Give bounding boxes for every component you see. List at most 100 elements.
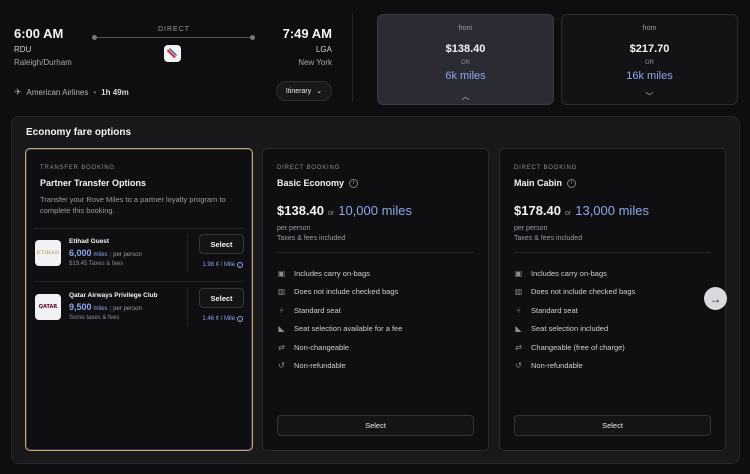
feature-text: Changeable (free of charge) xyxy=(531,342,625,352)
program-etihad: ETIHAD Etihad Guest 6,000 miles | per pe… xyxy=(34,234,246,278)
price-miles: 16k miles xyxy=(626,70,673,82)
departure-time: 6:00 AM xyxy=(14,26,64,41)
program-miles-unit: miles xyxy=(93,306,108,312)
refund-icon: ↺ xyxy=(278,361,285,371)
price-amount: $217.70 xyxy=(629,43,670,55)
program-separator: | xyxy=(109,252,112,258)
program-rate: 1.98 ¢ / Mile i xyxy=(202,262,243,268)
airplane-icon: ✈ xyxy=(14,87,22,97)
price-miles: 6k miles xyxy=(445,70,486,82)
fare-per-person: per person xyxy=(514,225,548,232)
feature-item: ▣ Includes carry on-bags xyxy=(514,264,635,283)
fare-cash-price: $178.40 xyxy=(514,203,561,218)
swap-icon: ⇄ xyxy=(278,342,285,352)
qatar-logo-icon: QATAR xyxy=(35,294,61,320)
feature-text: Non-changeable xyxy=(294,342,350,352)
fare-name-text: Main Cabin xyxy=(514,178,563,188)
program-name: Etihad Guest xyxy=(69,238,110,245)
program-rate-text: 1.98 ¢ / Mile xyxy=(202,262,235,268)
feature-item: ⇄ Non-changeable xyxy=(277,338,402,357)
feature-text: Seat selection available for a fee xyxy=(294,324,403,334)
feature-text: Does not include checked bags xyxy=(294,287,399,297)
etihad-logo-text: ETIHAD xyxy=(36,250,60,256)
swap-icon: ⇄ xyxy=(515,342,522,352)
info-icon[interactable]: i xyxy=(237,316,243,322)
program-rate: 1.46 ¢ / Mile i xyxy=(202,316,243,322)
program-taxes: $19.45 Taxes & fees xyxy=(69,261,124,267)
fare-taxes: Taxes & fees included xyxy=(514,235,583,242)
fare-options-panel: Economy fare options TRANSFER BOOKING Pa… xyxy=(11,116,740,464)
seat-select-icon: ◣ xyxy=(278,324,285,334)
price-from-label: from xyxy=(458,25,473,32)
program-miles-unit: miles xyxy=(93,252,108,258)
airline-info: ✈ American Airlines • 1h 49m xyxy=(14,87,129,98)
info-icon[interactable]: i xyxy=(567,178,577,188)
departure-code: RDU xyxy=(14,45,32,54)
program-miles-value: 9,500 xyxy=(69,302,92,312)
info-icon[interactable]: i xyxy=(237,262,243,268)
select-main-cabin-button[interactable]: Select xyxy=(514,415,711,436)
program-vdivider xyxy=(187,234,188,272)
feature-text: Seat selection included xyxy=(531,324,609,334)
partner-description: Transfer your Rove Miles to a partner lo… xyxy=(40,195,226,215)
chevron-up-icon: ︿ xyxy=(461,92,470,101)
airline-name: American Airlines xyxy=(26,88,89,97)
program-name: Qatar Airways Privilege Club xyxy=(69,292,158,299)
airline-logo-icon xyxy=(164,45,181,62)
select-basic-economy-button[interactable]: Select xyxy=(277,415,474,436)
bag-icon: ▣ xyxy=(277,268,286,278)
bag-icon: ▣ xyxy=(514,268,523,278)
itinerary-button[interactable]: Itinerary ⌄ xyxy=(276,81,332,101)
fare-price: $138.40 or 10,000 miles xyxy=(277,203,412,218)
feature-text: Non-refundable xyxy=(531,361,583,371)
feature-item: ▥ Does not include checked bags xyxy=(514,283,636,302)
fare-eyebrow: DIRECT BOOKING xyxy=(514,165,578,171)
fare-name-text: Basic Economy xyxy=(277,178,345,188)
fare-cash-price: $138.40 xyxy=(277,203,324,218)
feature-text: Non-refundable xyxy=(294,361,346,371)
arrow-right-icon[interactable]: → xyxy=(704,287,727,310)
feature-item: ⑂ Standard seat xyxy=(514,301,635,320)
feature-item: ▣ Includes carry on-bags xyxy=(277,264,402,283)
fare-miles-price: 13,000 miles xyxy=(575,203,649,218)
program-miles: 9,500 miles | per person xyxy=(69,302,142,312)
program-per-person: per person xyxy=(113,306,142,312)
fare-options-title: Economy fare options xyxy=(26,127,132,138)
price-card-economy[interactable]: from $138.40 OR 6k miles ︿ xyxy=(377,14,554,105)
program-qatar: QATAR Qatar Airways Privilege Club 9,500… xyxy=(34,288,246,332)
itinerary-label: Itinerary xyxy=(285,87,312,95)
fare-name: Main Cabin i xyxy=(514,178,577,188)
flight-summary: 6:00 AM RDU Raleigh/Durham DIRECT 7:49 A… xyxy=(0,0,360,108)
select-etihad-button[interactable]: Select xyxy=(199,234,244,254)
feature-item: ◣ Seat selection available for a fee xyxy=(277,320,402,339)
chevron-down-icon: ⌄ xyxy=(316,88,323,95)
program-taxes: Some taxes & fees xyxy=(69,315,120,321)
feature-text: Includes carry on-bags xyxy=(531,268,607,278)
seat-icon: ⑂ xyxy=(279,305,284,315)
program-rate-text: 1.46 ¢ / Mile xyxy=(202,316,235,322)
program-miles-value: 6,000 xyxy=(69,248,92,258)
arrival-code: LGA xyxy=(315,45,332,54)
fare-price: $178.40 or 13,000 miles xyxy=(514,203,649,218)
refund-icon: ↺ xyxy=(515,361,522,371)
feature-item: ⑂ Standard seat xyxy=(277,301,402,320)
partner-eyebrow: TRANSFER BOOKING xyxy=(40,165,115,171)
fare-features: ▣ Includes carry on-bags ▥ Does not includ… xyxy=(277,264,403,375)
fare-eyebrow: DIRECT BOOKING xyxy=(277,165,341,171)
fare-card-main-cabin: DIRECT BOOKING Main Cabin i $178.40 or 1… xyxy=(499,148,726,451)
fare-or: or xyxy=(328,210,335,217)
feature-text: Includes carry on-bags xyxy=(294,268,370,278)
etihad-logo-icon: ETIHAD xyxy=(35,240,61,266)
fare-miles-price: 10,000 miles xyxy=(338,203,412,218)
price-or: OR xyxy=(461,60,470,66)
separator-dot: • xyxy=(93,88,97,97)
info-icon[interactable]: i xyxy=(349,178,359,188)
feature-item: ◣ Seat selection included xyxy=(514,320,635,339)
price-card-premium[interactable]: from $217.70 OR 16k miles ﹀ xyxy=(561,14,738,105)
select-qatar-button[interactable]: Select xyxy=(199,288,244,308)
route-line xyxy=(94,37,254,38)
feature-text: Standard seat xyxy=(531,305,578,315)
luggage-icon: ▥ xyxy=(514,287,523,297)
fare-per-person: per person xyxy=(277,225,311,232)
arrival-city: New York xyxy=(298,58,332,67)
